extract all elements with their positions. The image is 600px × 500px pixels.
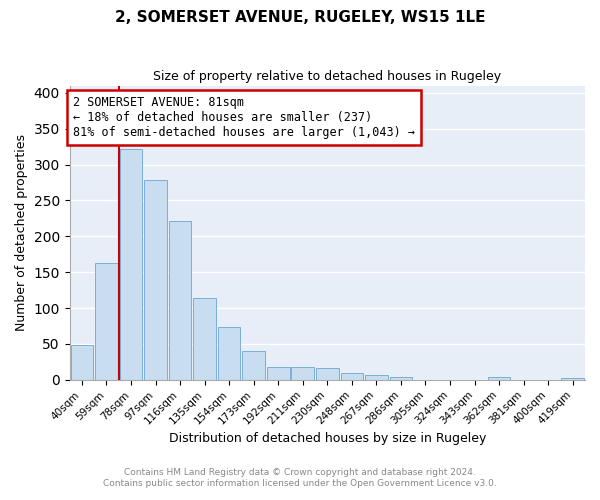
Bar	[71, 346, 93, 380]
Bar	[169, 221, 191, 380]
Bar	[316, 368, 338, 380]
Title: Size of property relative to detached houses in Rugeley: Size of property relative to detached ho…	[153, 70, 502, 83]
Bar	[341, 372, 363, 380]
Bar	[218, 326, 241, 380]
Bar	[95, 263, 118, 380]
Bar	[292, 367, 314, 380]
Bar	[120, 150, 142, 380]
Text: 2, SOMERSET AVENUE, RUGELEY, WS15 1LE: 2, SOMERSET AVENUE, RUGELEY, WS15 1LE	[115, 10, 485, 25]
Bar	[267, 367, 290, 380]
Bar	[488, 377, 511, 380]
Bar	[242, 351, 265, 380]
Text: 2 SOMERSET AVENUE: 81sqm
← 18% of detached houses are smaller (237)
81% of semi-: 2 SOMERSET AVENUE: 81sqm ← 18% of detach…	[73, 96, 415, 140]
Bar	[389, 377, 412, 380]
Text: Contains HM Land Registry data © Crown copyright and database right 2024.
Contai: Contains HM Land Registry data © Crown c…	[103, 468, 497, 487]
Y-axis label: Number of detached properties: Number of detached properties	[15, 134, 28, 331]
Bar	[144, 180, 167, 380]
Bar	[365, 375, 388, 380]
X-axis label: Distribution of detached houses by size in Rugeley: Distribution of detached houses by size …	[169, 432, 486, 445]
Bar	[193, 298, 216, 380]
Bar	[562, 378, 584, 380]
